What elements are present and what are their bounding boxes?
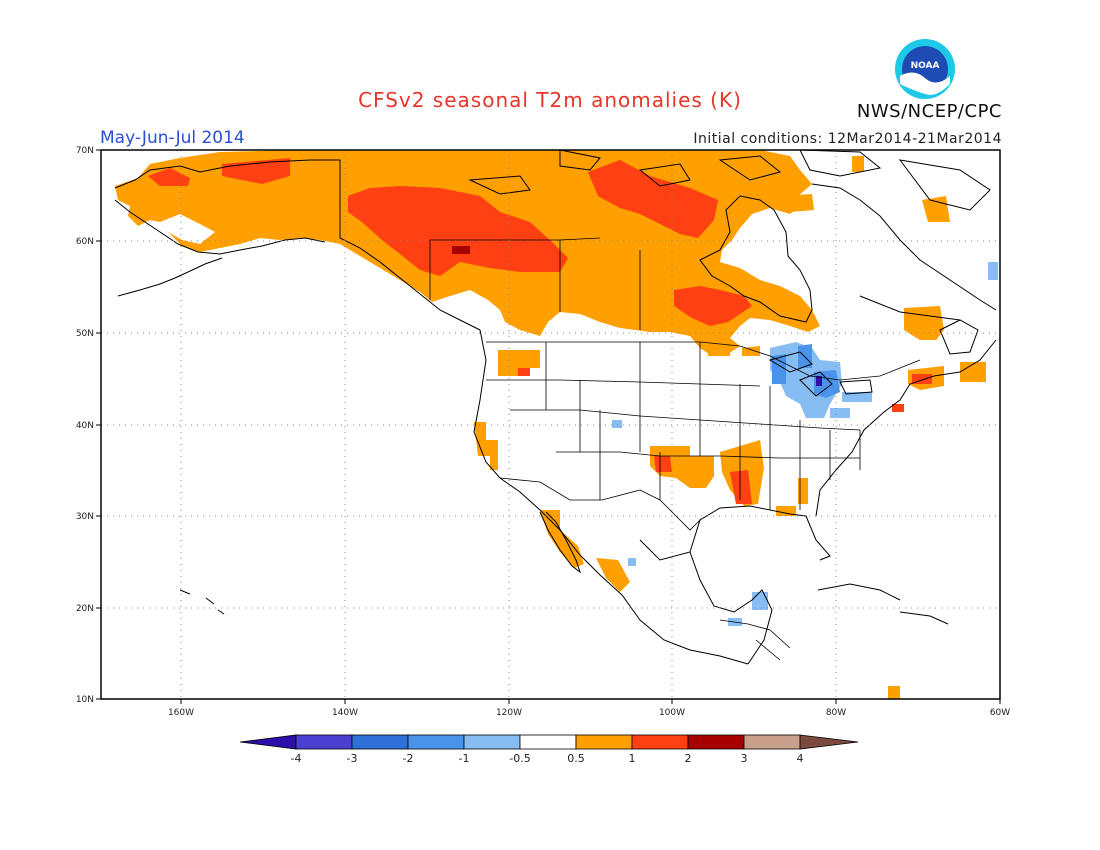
lat-label: 60N	[76, 237, 94, 247]
noaa-logo-icon: NOAA	[895, 39, 955, 99]
colorbar-arrow-high	[799, 734, 859, 750]
colorbar-label: -0.5	[509, 752, 530, 765]
lat-label: 70N	[76, 146, 94, 156]
colorbar-label: 1	[629, 752, 636, 765]
colorbar-label: 2	[685, 752, 692, 765]
lat-label: 30N	[76, 512, 94, 522]
colorbar-label: -3	[347, 752, 358, 765]
axis-ticks	[96, 149, 1001, 704]
colorbar-box	[743, 734, 801, 750]
lon-label: 160W	[168, 708, 194, 718]
forecast-period: May-Jun-Jul 2014	[100, 128, 245, 148]
colorbar-box	[295, 734, 353, 750]
lon-label: 120W	[496, 708, 522, 718]
lon-label: 140W	[332, 708, 358, 718]
anomaly-shading	[115, 150, 998, 699]
svg-text:NOAA: NOAA	[911, 61, 940, 71]
colorbar-box	[463, 734, 521, 750]
colorbar-label: -4	[291, 752, 302, 765]
lon-label: 60W	[990, 708, 1010, 718]
colorbar-box	[687, 734, 745, 750]
colorbar-label: 0.5	[567, 752, 585, 765]
latitude-labels: 70N 60N 50N 40N 30N 20N 10N	[76, 146, 94, 705]
colorbar-box	[407, 734, 465, 750]
colorbar-box	[519, 734, 577, 750]
colorbar-label: -2	[403, 752, 414, 765]
lat-label: 40N	[76, 421, 94, 431]
colorbar-box	[575, 734, 633, 750]
map-title: CFSv2 seasonal T2m anomalies (K)	[358, 88, 742, 112]
political-borders	[339, 160, 921, 661]
colorbar-label: -1	[459, 752, 470, 765]
colorbar-box	[631, 734, 689, 750]
lat-label: 20N	[76, 604, 94, 614]
longitude-labels: 160W 140W 120W 100W 80W 60W	[168, 708, 1010, 718]
colorbar-label: 3	[741, 752, 748, 765]
coastlines	[114, 149, 997, 665]
agency-label: NWS/NCEP/CPC	[856, 101, 1002, 122]
lat-label: 10N	[76, 695, 94, 705]
lon-label: 80W	[826, 708, 846, 718]
colorbar: -4 -3 -2 -1 -0.5 0.5 1 2 3 4	[239, 734, 859, 765]
colorbar-label: 4	[797, 752, 804, 765]
colorbar-arrow-low	[239, 734, 297, 750]
lon-label: 100W	[659, 708, 685, 718]
colorbar-box	[351, 734, 409, 750]
initial-conditions: Initial conditions: 12Mar2014-21Mar2014	[693, 131, 1002, 147]
lat-label: 50N	[76, 329, 94, 339]
